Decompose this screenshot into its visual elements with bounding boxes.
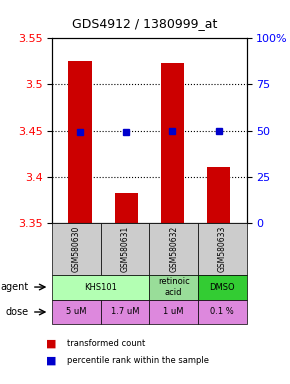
Bar [68, 61, 92, 223]
Text: ■: ■ [46, 339, 57, 349]
Text: GDS4912 / 1380999_at: GDS4912 / 1380999_at [72, 17, 218, 30]
Text: KHS101: KHS101 [84, 283, 117, 291]
Bar [115, 193, 138, 223]
Text: GSM580630: GSM580630 [72, 225, 81, 272]
Text: retinoic
acid: retinoic acid [158, 277, 189, 297]
Text: ■: ■ [46, 356, 57, 366]
Text: 5 uM: 5 uM [66, 308, 87, 316]
Text: GSM580632: GSM580632 [169, 225, 178, 272]
Text: GSM580633: GSM580633 [218, 225, 227, 272]
Text: dose: dose [6, 307, 29, 317]
Bar [161, 63, 184, 223]
Text: 1.7 uM: 1.7 uM [111, 308, 139, 316]
Text: percentile rank within the sample: percentile rank within the sample [67, 356, 209, 366]
Text: agent: agent [1, 282, 29, 292]
Bar [207, 167, 230, 223]
Text: 0.1 %: 0.1 % [210, 308, 234, 316]
Text: GSM580631: GSM580631 [121, 225, 130, 272]
Text: 1 uM: 1 uM [163, 308, 184, 316]
Text: DMSO: DMSO [209, 283, 235, 291]
Text: transformed count: transformed count [67, 339, 145, 348]
